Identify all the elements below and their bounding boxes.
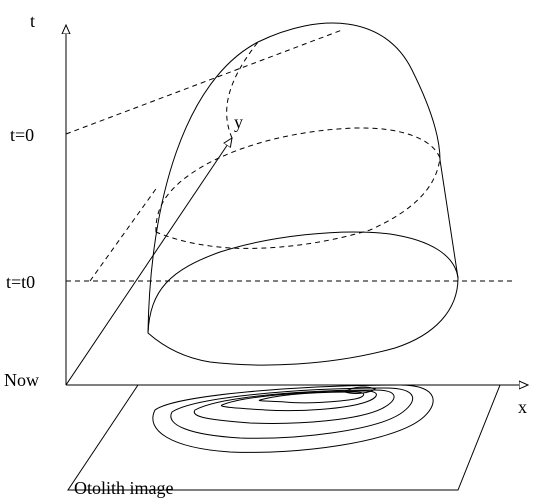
otolith-ring-2 (170, 387, 414, 439)
t-zero-label: t=0 (10, 125, 34, 145)
now-label: Now (4, 370, 39, 390)
back-dashed-curve (226, 41, 259, 139)
otolith-ring-4 (220, 390, 377, 412)
otolith-ring-5 (258, 391, 365, 404)
y-axis (65, 138, 232, 386)
t-zero-dash (65, 29, 343, 135)
y-axis-label: y (234, 112, 243, 132)
t-t0-label: t=t0 (6, 272, 35, 292)
growth-surface-outline (147, 22, 459, 334)
t-axis-label: t (30, 11, 35, 31)
x-axis-label: x (518, 397, 527, 417)
otolith-ring-1 (152, 384, 434, 453)
t0-plane-left-dash (89, 185, 159, 282)
otolith-core (343, 386, 376, 394)
otolith-image-label: Otolith image (74, 478, 173, 498)
base-ellipse (147, 231, 459, 366)
otolith-ring-3 (193, 389, 395, 424)
